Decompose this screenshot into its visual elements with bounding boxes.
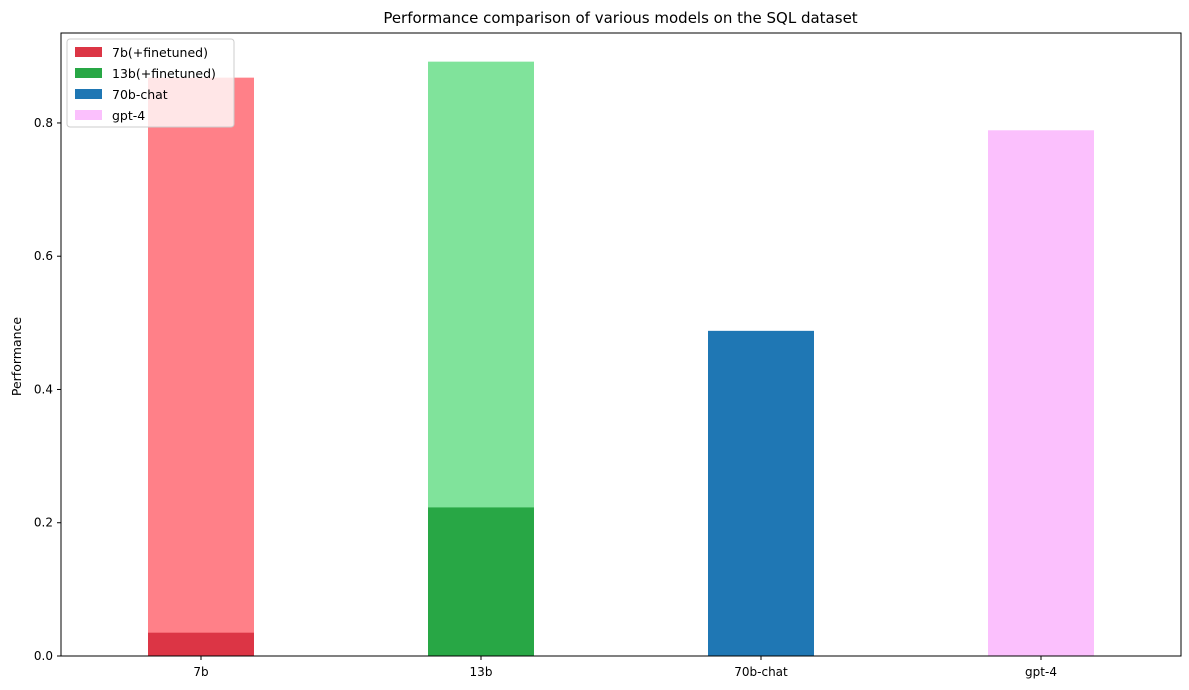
y-tick-label: 0.0 <box>34 649 53 663</box>
y-tick-label: 0.6 <box>34 249 53 263</box>
bar-finetuned-7b <box>148 77 254 657</box>
legend-swatch <box>75 89 102 99</box>
bar-base-70b-chat <box>708 330 814 656</box>
legend: 7b(+finetuned) 13b(+finetuned) 70b-chat gpt… <box>66 38 235 128</box>
y-tick-label: 0.4 <box>34 382 53 396</box>
legend-label: gpt-4 <box>112 108 145 123</box>
chart-title: Performance comparison of various models… <box>383 9 857 27</box>
legend-swatch <box>75 47 102 57</box>
legend-swatch <box>75 68 102 78</box>
legend-label: 70b-chat <box>112 87 168 102</box>
legend-box <box>66 38 235 128</box>
y-axis-label: Performance <box>9 317 24 397</box>
x-tick-label: 70b-chat <box>734 665 788 679</box>
y-tick-label: 0.8 <box>34 116 53 130</box>
bar-base-7b <box>148 632 254 656</box>
x-tick-label: 13b <box>470 665 493 679</box>
x-tick-label: gpt-4 <box>1025 665 1057 679</box>
bar-base-13b <box>428 507 534 656</box>
y-tick-label: 0.2 <box>34 516 53 530</box>
bar-base-gpt-4 <box>988 130 1094 657</box>
legend-label: 13b(+finetuned) <box>112 66 216 81</box>
plot-area: 7b 13b 70b-chat gpt-4 0.0 0.2 0.4 0.6 0.8 <box>34 32 1182 679</box>
legend-swatch <box>75 110 102 120</box>
x-tick-label: 7b <box>193 665 208 679</box>
axes-frame <box>60 32 1182 657</box>
legend-label: 7b(+finetuned) <box>112 45 208 60</box>
